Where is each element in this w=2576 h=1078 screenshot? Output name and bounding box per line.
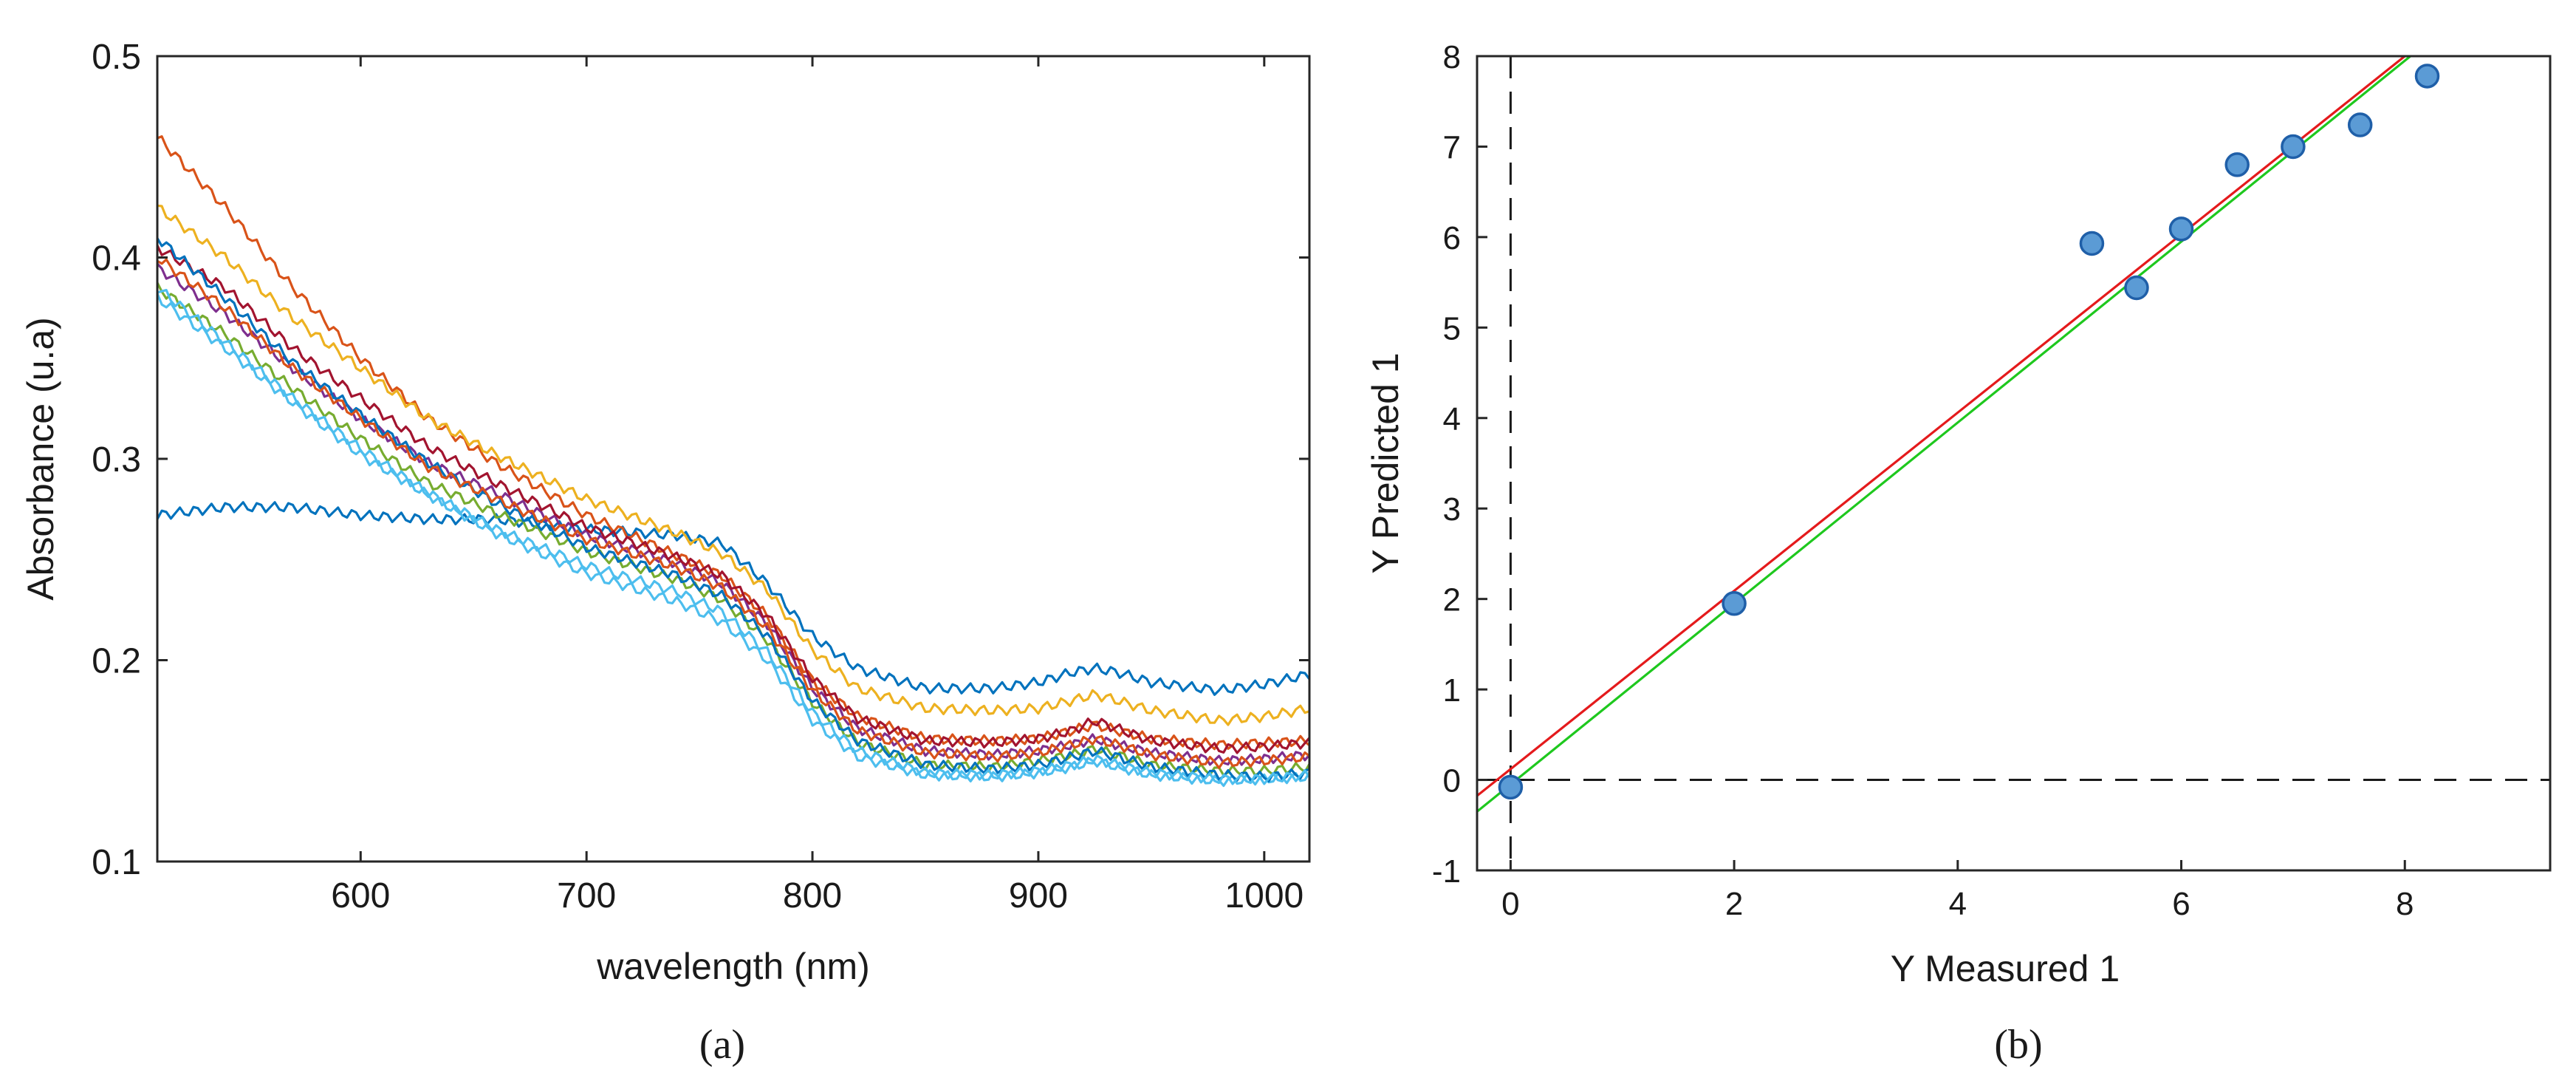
y-tick-label: 0.2 <box>92 642 141 681</box>
x-tick-label: 1000 <box>1224 876 1304 915</box>
data-point <box>2224 152 2250 177</box>
zero-reference-lines <box>1477 56 2550 870</box>
x-tick-label: 800 <box>783 876 842 915</box>
y-tick-label: 0.1 <box>92 843 141 882</box>
spectrum-line-s9 <box>157 258 1311 769</box>
spectrum-line-s3 <box>157 204 1310 726</box>
x-tick-label: 700 <box>557 876 616 915</box>
prediction-tick-group: 0 2 4 6 8 -1 0 1 2 3 4 5 6 7 8 <box>1432 39 2414 922</box>
data-point <box>2414 64 2440 89</box>
spectrum-line-s8 <box>156 237 1310 782</box>
x-tick-label: 6 <box>2172 886 2190 922</box>
x-tick-label: 8 <box>2396 886 2414 922</box>
y-tick-label: 0 <box>1443 763 1461 799</box>
y-tick-label: -1 <box>1432 853 1461 890</box>
y-tick-label: 4 <box>1443 401 1461 437</box>
prediction-x-axis-label: Y Measured 1 <box>1891 948 2120 989</box>
y-tick-label: 1 <box>1443 672 1461 709</box>
spectrum-line-s5 <box>156 282 1311 777</box>
x-tick-label: 0 <box>1501 886 1519 922</box>
y-tick-label: 6 <box>1443 220 1461 256</box>
spectra-y-axis-label: Absorbance (u.a) <box>20 317 61 601</box>
spectra-x-axis-label: wavelength (nm) <box>596 946 870 987</box>
y-tick-label: 5 <box>1443 310 1461 347</box>
prediction-chart: 0 2 4 6 8 -1 0 1 2 3 4 5 6 7 8 Y Measured 1 Y Predicte… <box>1365 39 2552 1068</box>
y-tick-label: 0.5 <box>92 38 141 77</box>
panel-a-caption: (a) <box>699 1022 745 1068</box>
spectra-series-group <box>156 135 1311 788</box>
data-point <box>2079 231 2105 256</box>
spectrum-line-s1 <box>156 501 1311 696</box>
y-tick-label: 0.4 <box>92 239 141 279</box>
data-point <box>2168 216 2194 242</box>
fit-line <box>1477 56 2407 797</box>
spectra-tick-group: 600 700 800 900 1000 0.1 0.2 0.3 0.4 0.5 <box>92 38 1309 915</box>
target-line <box>1477 56 2413 813</box>
prediction-y-axis-label: Y Predicted 1 <box>1365 352 1406 573</box>
y-tick-label: 7 <box>1443 129 1461 166</box>
panel-b-caption: (b) <box>1994 1022 2042 1068</box>
spectrum-line-s10 <box>157 289 1311 785</box>
x-tick-label: 900 <box>1009 876 1068 915</box>
data-point <box>2281 134 2306 160</box>
y-tick-label: 2 <box>1443 582 1461 618</box>
spectra-chart: 600 700 800 900 1000 0.1 0.2 0.3 0.4 0.5 waveleng… <box>20 38 1311 1068</box>
data-point <box>1498 774 1524 800</box>
y-tick-label: 8 <box>1443 39 1461 75</box>
spectrum-line-s7 <box>156 245 1311 754</box>
x-tick-label: 2 <box>1725 886 1743 922</box>
spectrum-line-s2 <box>157 135 1311 751</box>
data-point <box>2124 275 2149 301</box>
y-tick-label: 3 <box>1443 491 1461 528</box>
y-tick-label: 0.3 <box>92 440 141 480</box>
regression-lines <box>1477 56 2413 813</box>
x-tick-label: 4 <box>1949 886 1967 922</box>
x-tick-label: 600 <box>331 876 390 915</box>
data-point <box>1722 591 1747 616</box>
prediction-points <box>1498 64 2440 800</box>
data-point <box>2347 112 2373 137</box>
prediction-plot-frame <box>1476 55 2552 872</box>
